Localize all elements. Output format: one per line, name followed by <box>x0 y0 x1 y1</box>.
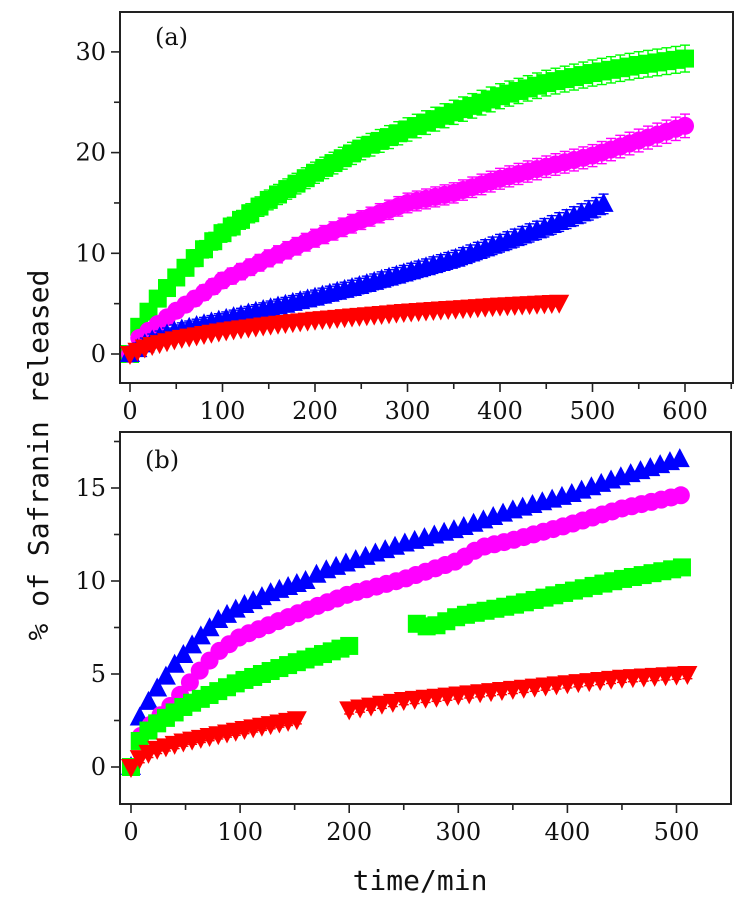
y-tick-label: 5 <box>91 660 106 688</box>
data-point <box>676 116 694 135</box>
data-point <box>121 759 141 778</box>
y-axis-title: % of Safranin released <box>22 270 55 641</box>
x-tick-label: 300 <box>435 818 481 846</box>
y-tick-label: 10 <box>75 239 106 267</box>
x-tick-label: 500 <box>654 818 700 846</box>
y-tick-label: 30 <box>75 38 106 66</box>
data-point <box>138 690 159 710</box>
data-point <box>676 49 694 68</box>
x-tick-label: 500 <box>570 397 616 425</box>
x-tick-label: 100 <box>217 818 263 846</box>
x-tick-label: 0 <box>123 818 138 846</box>
panel-b: 0 5 10 15 0 100 200 300 400 500 (b) <box>75 431 732 846</box>
data-point <box>155 665 176 685</box>
panel-label: (a) <box>155 23 188 51</box>
x-tick-label: 400 <box>477 397 523 425</box>
x-tick-label: 0 <box>122 397 137 425</box>
x-tick-label: 600 <box>662 397 708 425</box>
data-point <box>549 294 570 314</box>
series-red-inverted-triangles <box>120 294 570 365</box>
data-point <box>147 677 168 697</box>
series-red-inverted-triangles <box>121 666 698 778</box>
data-point <box>164 653 185 673</box>
x-tick-label: 300 <box>385 397 431 425</box>
y-tick-label: 0 <box>91 753 106 781</box>
x-tick-label: 100 <box>200 397 246 425</box>
data-point <box>671 486 690 505</box>
data-point <box>669 448 690 468</box>
data-point <box>173 644 194 664</box>
data-point <box>677 666 698 686</box>
data-point <box>208 609 229 629</box>
y-tick-label: 20 <box>75 139 106 167</box>
y-tick-label: 10 <box>75 567 106 595</box>
y-tick-label: 0 <box>91 340 106 368</box>
data-point <box>672 558 691 577</box>
series-green-squares <box>122 558 691 776</box>
series-blue-triangles <box>121 448 690 775</box>
plot-frame <box>119 431 732 805</box>
x-tick-label: 400 <box>544 818 590 846</box>
x-tick-label: 200 <box>326 818 372 846</box>
data-point <box>295 570 316 589</box>
x-tick-label: 200 <box>292 397 338 425</box>
data-point <box>286 711 307 731</box>
data-point <box>340 636 359 655</box>
data-point <box>593 192 614 212</box>
y-tick-label: 15 <box>75 474 106 502</box>
panel-label: (b) <box>145 446 179 474</box>
data-point <box>217 603 238 623</box>
plot-frame <box>119 11 734 384</box>
x-axis-title: time/min <box>353 864 488 897</box>
